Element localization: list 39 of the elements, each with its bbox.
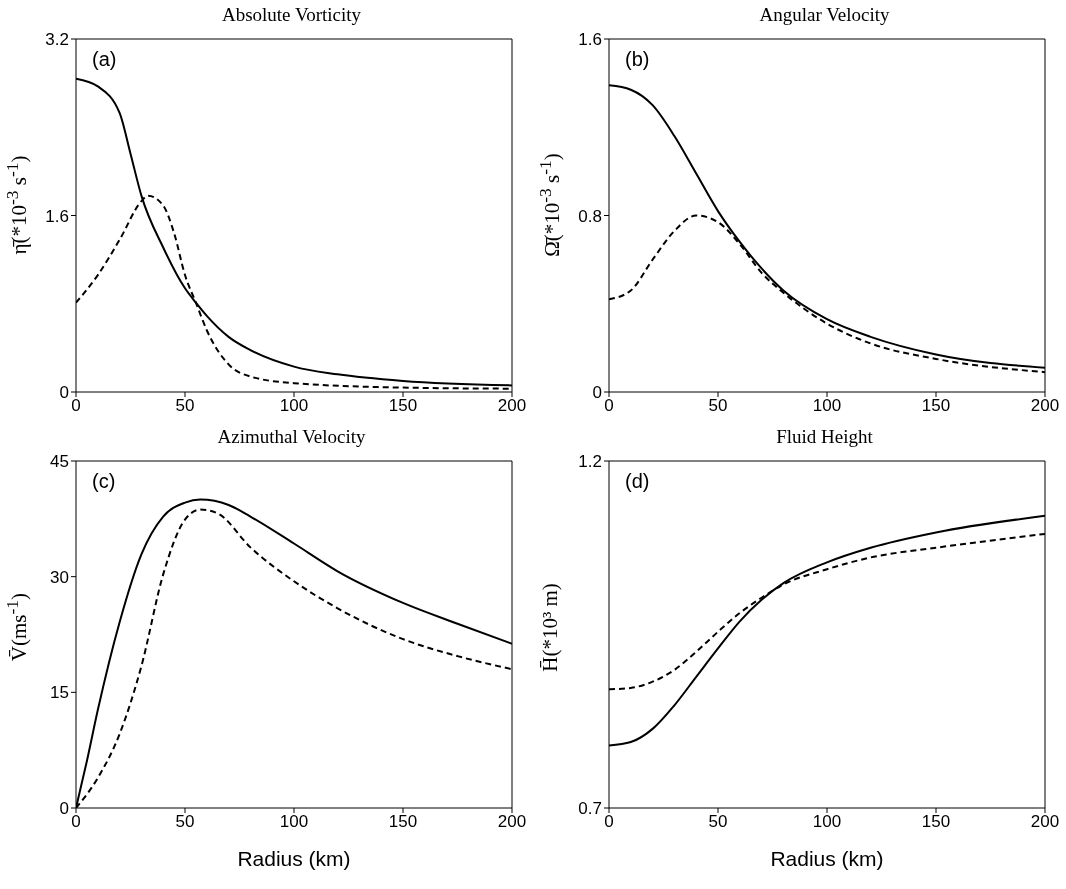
x-tick-label: 150 bbox=[921, 396, 951, 416]
x-tick-label: 200 bbox=[1030, 396, 1060, 416]
y-tick-label: 1.6 bbox=[45, 206, 69, 226]
x-tick-label: 150 bbox=[388, 396, 418, 416]
x-tick-label: 200 bbox=[1030, 812, 1060, 832]
annotation: (b) bbox=[625, 48, 650, 71]
x-tick-label: 50 bbox=[708, 396, 728, 416]
x-tick-label: 150 bbox=[388, 812, 418, 832]
y-tick-label: 30 bbox=[50, 567, 69, 587]
chart-title: Azimuthal Velocity bbox=[216, 425, 367, 449]
y-tick-label: 15 bbox=[50, 683, 69, 703]
annotation: (d) bbox=[625, 470, 650, 493]
x-tick-label: 100 bbox=[279, 396, 309, 416]
x-tick-label: 200 bbox=[497, 396, 527, 416]
y-tick-label: 0 bbox=[59, 383, 69, 403]
y-axis-title: H̄(*10³ m) bbox=[537, 582, 563, 672]
y-tick-label: 45 bbox=[50, 452, 69, 472]
x-axis-title: Radius (km) bbox=[237, 847, 351, 870]
chart-title: Fluid Height bbox=[775, 425, 874, 449]
x-axis-title: Radius (km) bbox=[770, 847, 884, 870]
y-tick-label: 0 bbox=[592, 383, 602, 403]
annotation: (a) bbox=[92, 48, 117, 71]
x-tick-label: 50 bbox=[708, 812, 728, 832]
x-tick-label: 200 bbox=[497, 812, 527, 832]
y-tick-label: 0.7 bbox=[578, 799, 602, 819]
y-tick-label: 3.2 bbox=[45, 30, 69, 50]
y-tick-label: 1.2 bbox=[578, 452, 602, 472]
chart-title: Absolute Vorticity bbox=[220, 3, 363, 27]
x-tick-label: 100 bbox=[812, 396, 842, 416]
x-tick-label: 50 bbox=[175, 396, 195, 416]
y-tick-label: 0.8 bbox=[578, 206, 602, 226]
annotation: (c) bbox=[92, 470, 116, 493]
y-tick-label: 0 bbox=[59, 799, 69, 819]
chart-title: Angular Velocity bbox=[758, 3, 891, 27]
x-tick-label: 100 bbox=[812, 812, 842, 832]
x-tick-label: 50 bbox=[175, 812, 195, 832]
y-tick-label: 1.6 bbox=[578, 30, 602, 50]
x-tick-label: 150 bbox=[921, 812, 951, 832]
x-tick-label: 100 bbox=[279, 812, 309, 832]
